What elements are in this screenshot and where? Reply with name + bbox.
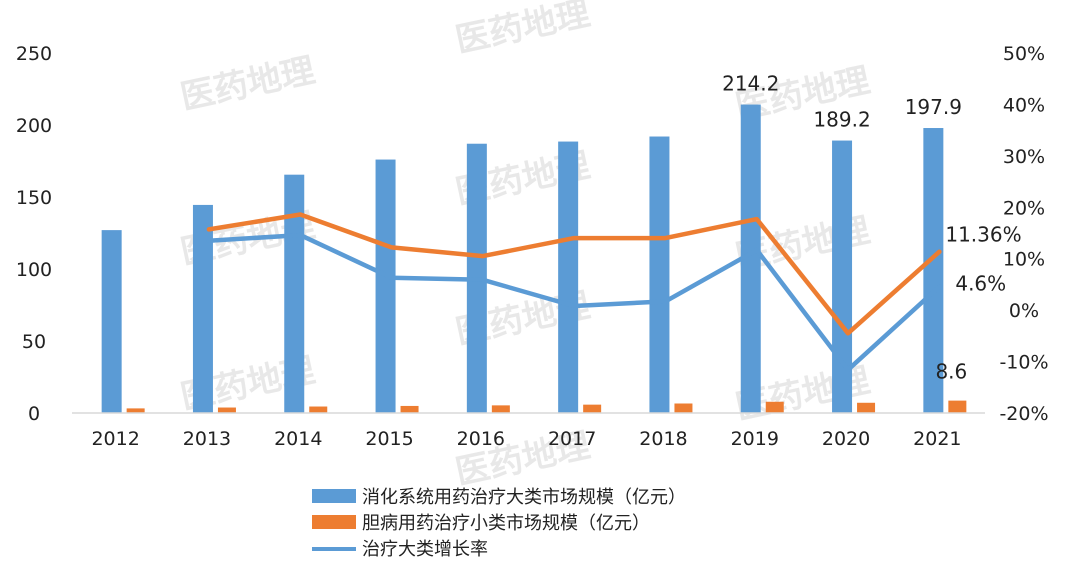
- line-series-small-growth: [206, 212, 942, 336]
- bar-main-2019: [740, 104, 761, 413]
- bar-small-2013: [217, 407, 236, 413]
- legend-swatch-bar: [312, 489, 356, 503]
- data-label: 189.2: [813, 108, 870, 132]
- bar-main-2021: [923, 128, 944, 414]
- x-tick-label: 2014: [274, 428, 322, 450]
- x-tick-label: 2016: [457, 428, 505, 450]
- right-tick-label: 50%: [1003, 43, 1045, 65]
- data-label: 4.6%: [955, 271, 1006, 295]
- right-axis-ticks: -20% -10% 0% 10% 20% 30% 40% 50%: [999, 43, 1048, 425]
- left-tick-label: 200: [16, 115, 52, 137]
- bar-small-2019: [765, 401, 784, 413]
- legend-label: 消化系统用药治疗大类市场规模（亿元）: [362, 487, 686, 508]
- data-labels-layer: 214.2 189.2 197.9 8.6 11.36% 4.6%: [722, 72, 1021, 384]
- bar-main-2017: [558, 141, 579, 413]
- x-tick-label: 2021: [913, 428, 961, 450]
- right-tick-label: 30%: [1003, 146, 1045, 168]
- right-tick-label: 40%: [1003, 94, 1045, 116]
- bar-main-2018: [649, 136, 670, 413]
- line-series-layer: [206, 212, 942, 373]
- bar-small-2012: [126, 408, 145, 413]
- x-tick-label: 2018: [639, 428, 687, 450]
- right-tick-label: 10%: [1003, 249, 1045, 271]
- right-tick-label: 20%: [1003, 197, 1045, 219]
- data-label: 11.36%: [945, 223, 1021, 247]
- bar-series-main: [101, 104, 944, 414]
- bar-small-2017: [583, 404, 602, 413]
- watermark-text: 医药地理: [452, 0, 593, 61]
- bar-small-2015: [400, 405, 419, 413]
- data-label: 197.9: [905, 95, 962, 119]
- line-series-main-growth: [206, 232, 942, 373]
- data-label: 8.6: [935, 360, 967, 384]
- right-tick-label: -10%: [999, 352, 1048, 374]
- bar-main-2020: [832, 140, 853, 413]
- x-tick-label: 2020: [822, 428, 870, 450]
- x-tick-label: 2015: [365, 428, 413, 450]
- left-tick-label: 250: [16, 43, 52, 65]
- bar-small-2014: [309, 406, 328, 413]
- right-tick-label: -20%: [999, 403, 1048, 425]
- left-tick-label: 0: [28, 403, 40, 425]
- x-tick-label: 2017: [548, 428, 596, 450]
- bar-main-2012: [101, 230, 122, 413]
- bar-small-2021: [948, 400, 967, 413]
- legend-label: 胆病用药治疗小类市场规模（亿元）: [362, 513, 650, 534]
- x-tick-label: 2012: [91, 428, 139, 450]
- bar-series-small: [126, 400, 967, 413]
- x-tick-label: 2019: [731, 428, 779, 450]
- data-label: 214.2: [722, 72, 779, 96]
- bar-small-2016: [491, 405, 510, 413]
- bar-main-2013: [192, 204, 213, 413]
- legend-swatch-bar: [312, 515, 356, 529]
- left-axis-ticks: 0 50 100 150 200 250: [16, 43, 52, 425]
- x-tick-label: 2013: [183, 428, 231, 450]
- x-axis-ticks: 2012 2013 2014 2015 2016 2017 2018 2019 2020 2021: [91, 428, 961, 450]
- bar-main-2014: [284, 174, 305, 413]
- left-tick-label: 100: [16, 259, 52, 281]
- left-tick-label: 50: [22, 331, 46, 353]
- bar-small-2020: [857, 402, 876, 413]
- right-tick-label: 0%: [1009, 300, 1039, 322]
- legend: 消化系统用药治疗大类市场规模（亿元） 胆病用药治疗小类市场规模（亿元） 治疗大类增长…: [312, 487, 686, 560]
- legend-label: 治疗大类增长率: [362, 539, 488, 560]
- left-tick-label: 150: [16, 187, 52, 209]
- watermark-text: 医药地理: [177, 51, 318, 118]
- bar-main-2015: [375, 159, 396, 413]
- bar-small-2018: [674, 403, 693, 413]
